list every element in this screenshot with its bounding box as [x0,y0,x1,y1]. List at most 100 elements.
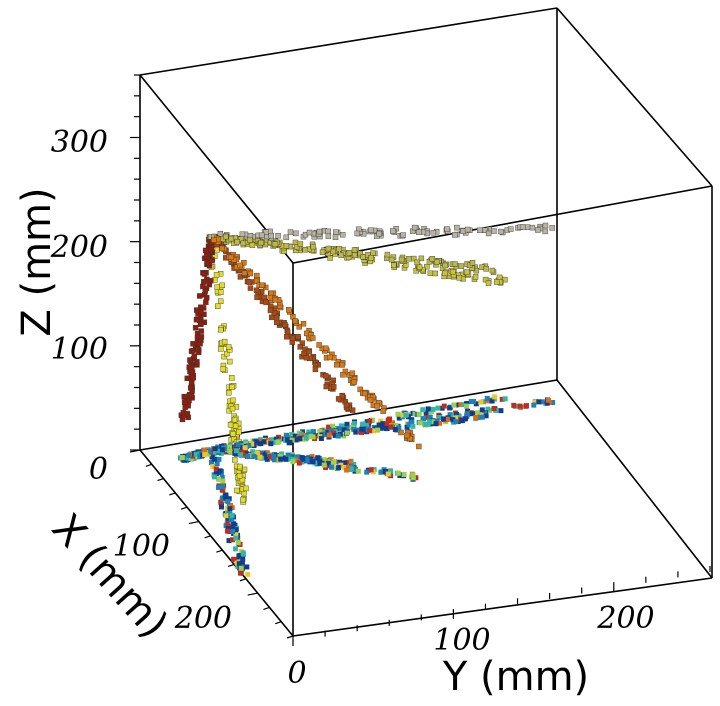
projected-hit [317,428,323,434]
hit-point [230,397,236,404]
hit-point [218,327,224,333]
hit-point [275,232,281,239]
projected-hit [545,397,551,403]
projected-hit [384,426,390,432]
projected-hit [216,456,222,462]
projected-hit [364,419,370,425]
projected-hit [233,527,239,533]
projected-hit [293,457,299,463]
projected-hit [272,439,278,445]
hit-point [194,359,200,365]
projected-hit [550,400,556,406]
projected-hit [459,418,465,424]
hit-point [300,321,307,327]
projected-hit [297,436,303,442]
projected-hit [225,499,231,505]
projected-hit [364,469,370,475]
projected-hit [310,429,316,435]
projected-hit [435,405,441,411]
hit-point [203,299,209,305]
hit-point [239,231,246,237]
projected-hit [532,399,538,405]
hit-point [219,282,225,289]
projected-hit [251,453,257,459]
hit-point [267,307,274,314]
projected-hit [216,448,222,454]
box-edge [292,577,713,637]
hit-point [227,421,234,428]
projected-hit [325,461,331,467]
projected-hit [246,443,252,449]
hit-point [411,224,418,231]
projected-hit [371,428,377,434]
hit-point [400,232,406,238]
hit-point [452,232,458,238]
hit-point [247,237,253,243]
projected-hit [258,441,264,447]
hit-point [228,235,234,242]
hit-point [340,232,346,238]
hit-point [535,227,541,233]
hit-point [229,375,235,381]
projected-hit [233,535,239,541]
hit-point [239,476,246,483]
hit-point [192,325,199,331]
projected-hit [395,411,401,417]
hit-point [297,241,304,247]
x-axis-title: X (mm) [43,505,177,647]
projected-hit [447,412,453,418]
projected-hit [287,439,293,445]
projected-hit [336,426,342,432]
projected-hit [348,458,354,464]
projected-hit [272,457,278,463]
projected-hit [375,427,381,433]
projected-hit [239,444,245,450]
projected-hit [430,407,436,413]
hit-point [226,389,232,396]
hit-point [187,357,193,363]
hit-point [231,416,238,423]
projected-hit [186,452,192,458]
projected-hit [456,402,462,408]
hit-point [302,246,308,253]
hit-point [433,259,440,265]
projected-hit [480,399,486,405]
hit-point [325,228,331,235]
hit-point [370,250,376,256]
hit-point [188,348,195,354]
projected-hit [385,417,391,423]
projected-hit [453,419,459,425]
projected-hit [492,394,498,400]
projected-hit [341,464,347,470]
projected-hit [209,460,215,466]
projected-hit [237,552,243,558]
projected-hit [303,435,309,441]
projected-hit [484,395,490,401]
z-tick-label: 200 [50,230,108,265]
tick-marks [129,74,711,646]
hit-point [217,298,224,305]
projected-hit [344,430,350,436]
projected-hit [478,399,484,405]
projected-hit [423,422,429,428]
projected-hit [417,420,423,426]
hit-point [243,485,249,492]
hit-point [325,233,332,239]
x-tick-label: 100 [113,529,170,564]
projected-hit [388,468,394,474]
projected-hit [441,403,447,409]
hit-point [310,335,316,341]
projected-hit [544,400,550,406]
projected-hit [240,556,246,562]
hit-point [201,279,207,285]
projected-hit [359,422,365,428]
hit-point [181,399,188,405]
projected-hit [502,396,508,402]
hit-point [354,230,360,237]
projected-hit [226,496,232,502]
hit-point [295,333,301,340]
hit-point [261,294,267,301]
projected-hit [275,439,281,445]
projected-hit [238,565,244,571]
hit-point [229,405,236,412]
